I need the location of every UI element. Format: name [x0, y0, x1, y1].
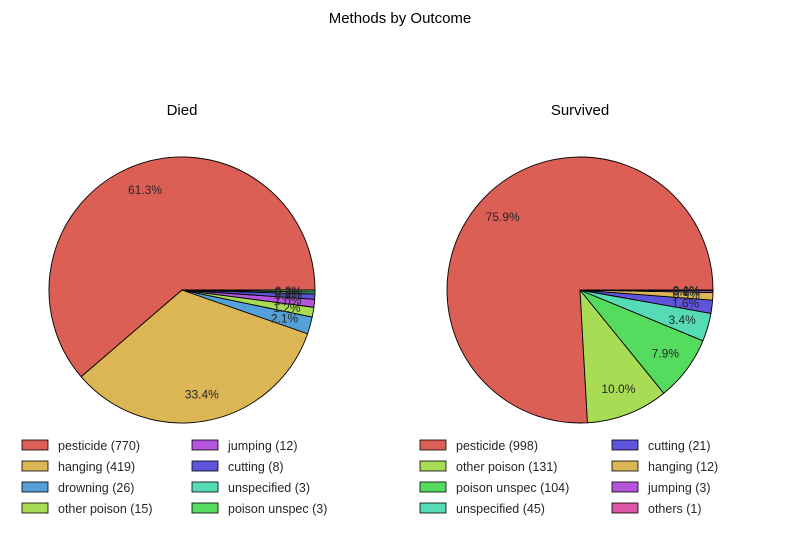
pie-died-pct-hanging: 33.4%	[185, 388, 219, 402]
pie-died-legend-item-drowning: drowning (26)	[21, 481, 134, 495]
pie-died-pct-drowning: 2.1%	[271, 311, 299, 325]
pie-survived-pct-pesticide: 75.9%	[486, 210, 520, 224]
pie-survived-pct-jumping: 0.2%	[673, 284, 701, 298]
pie-survived-pct-poison-unspec: 7.9%	[652, 347, 680, 361]
legend-label: unspecified (45)	[456, 502, 545, 516]
legend-swatch	[191, 439, 219, 451]
legend-label: hanging (12)	[648, 460, 718, 474]
legend-swatch	[21, 502, 49, 514]
pie-died-legend-item-cutting: cutting (8)	[191, 460, 284, 474]
pie-survived-legend-item-cutting: cutting (21)	[611, 439, 711, 453]
legend-swatch	[21, 481, 49, 493]
pie-survived-legend-item-other-poison: other poison (131)	[419, 460, 557, 474]
pie-died-legend-item-hanging: hanging (419)	[21, 460, 135, 474]
pie-survived-slice-other-poison	[579, 289, 665, 424]
legend-label: poison unspec (104)	[456, 481, 569, 495]
pie-died-pct-unspecified: 0.2%	[275, 285, 303, 299]
pie-died-pct-pesticide: 61.3%	[128, 183, 162, 197]
legend-swatch	[419, 439, 447, 451]
legend-swatch	[419, 481, 447, 493]
legend-swatch	[611, 481, 639, 493]
pie-survived-slice-pesticide	[446, 156, 714, 424]
legend-label: cutting (21)	[648, 439, 711, 453]
pie-survived-pct-other-poison: 10.0%	[601, 382, 635, 396]
legend-swatch	[191, 502, 219, 514]
legend-swatch	[419, 502, 447, 514]
legend-swatch	[191, 460, 219, 472]
pie-died-legend-item-unspecified: unspecified (3)	[191, 481, 310, 495]
legend-swatch	[611, 460, 639, 472]
legend-swatch	[191, 481, 219, 493]
pie-died-pct-other-poison: 1.2%	[273, 301, 301, 315]
pie-survived-pct-cutting: 1.6%	[672, 296, 700, 310]
pie-died-pct-poison-unspec: 0.2%	[275, 284, 303, 298]
legend-label: pesticide (998)	[456, 439, 538, 453]
pie-survived-pct-hanging: 0.9%	[673, 288, 701, 302]
pie-died-pct-jumping: 1.0%	[274, 294, 302, 308]
pie-survived-legend-item-unspecified: unspecified (45)	[419, 502, 545, 516]
legend-label: cutting (8)	[228, 460, 284, 474]
legend-label: unspecified (3)	[228, 481, 310, 495]
pie-died-slice-pesticide	[48, 156, 316, 378]
legend-swatch	[611, 502, 639, 514]
pie-died-title: Died	[167, 102, 198, 119]
pie-died-legend-item-pesticide: pesticide (770)	[21, 439, 140, 453]
legend-label: pesticide (770)	[58, 439, 140, 453]
pie-died-legend-item-other-poison: other poison (15)	[21, 502, 153, 516]
pie-survived-legend-item-hanging: hanging (12)	[611, 460, 718, 474]
pie-survived-legend-item-jumping: jumping (3)	[611, 481, 711, 495]
figure-title: Methods by Outcome	[329, 10, 472, 27]
pie-died-legend-item-poison-unspec: poison unspec (3)	[191, 502, 327, 516]
pie-survived-title: Survived	[551, 102, 609, 119]
pie-died-slice-poison-unspec	[181, 289, 316, 293]
pie-survived-percent-labels: 75.9% 10.0% 7.9% 3.4% 1.6%0.9%0.2%0.1%	[486, 210, 701, 396]
pie-survived-legend-item-pesticide: pesticide (998)	[419, 439, 538, 453]
legend-label: others (1)	[648, 502, 702, 516]
pie-died-slices	[48, 156, 316, 424]
legend-label: drowning (26)	[58, 481, 134, 495]
pie-died-pct-cutting: 0.6%	[275, 288, 303, 302]
pie-died-legend: pesticide (770) hanging (419) drowning (26…	[21, 439, 327, 516]
pie-survived-legend: pesticide (998) other poison (131) poison …	[419, 439, 718, 516]
pie-died-percent-labels: 61.3%33.4%2.1%1.2%1.0%0.6%0.2%0.2%	[128, 183, 302, 401]
legend-label: jumping (3)	[647, 481, 711, 495]
pie-survived-slices	[446, 156, 714, 424]
pie-died-legend-item-jumping: jumping (12)	[191, 439, 297, 453]
pie-survived-pct-others: 0.1%	[673, 283, 701, 297]
pie-died: Died 61.3%33.4%2.1%1.2%1.0%0.6%0.2%0.2% …	[21, 102, 327, 516]
pie-survived: Survived 75.9% 10.0% 7.9% 3.4% 1.6%0.9%0.2%0…	[419, 102, 718, 516]
legend-swatch	[21, 439, 49, 451]
legend-label: hanging (419)	[58, 460, 135, 474]
legend-label: other poison (131)	[456, 460, 557, 474]
legend-label: other poison (15)	[58, 502, 153, 516]
legend-swatch	[419, 460, 447, 472]
pie-survived-legend-item-poison-unspec: poison unspec (104)	[419, 481, 569, 495]
legend-label: jumping (12)	[227, 439, 297, 453]
legend-swatch	[611, 439, 639, 451]
pie-survived-legend-item-others: others (1)	[611, 502, 702, 516]
pie-survived-slice-others	[579, 289, 714, 292]
pie-survived-pct-unspecified: 3.4%	[668, 313, 696, 327]
pie-died-slice-hanging	[80, 289, 309, 424]
legend-swatch	[21, 460, 49, 472]
legend-label: poison unspec (3)	[228, 502, 327, 516]
